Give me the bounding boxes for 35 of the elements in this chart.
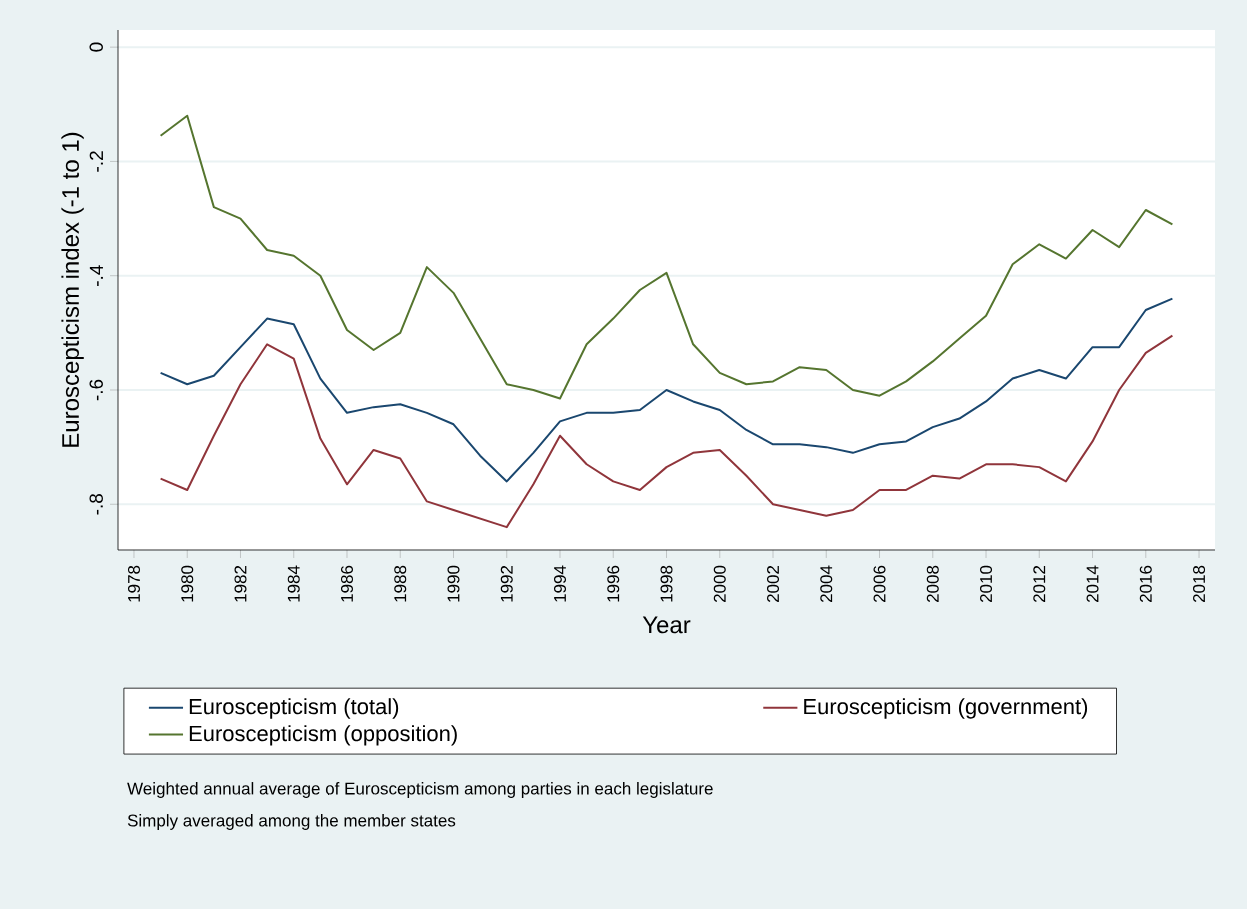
legend-label: Euroscepticism (opposition) xyxy=(189,725,457,746)
x-tick-label: 2016 xyxy=(1139,565,1152,603)
x-tick-label: 2010 xyxy=(980,565,993,603)
x-tick-label: 2008 xyxy=(926,565,939,603)
line-series xyxy=(159,297,1174,483)
x-tick-label: 1986 xyxy=(340,565,353,602)
x-tick-label: 1978 xyxy=(127,565,140,602)
y-tick-label: -.6 xyxy=(89,379,103,401)
x-tick-label: 2002 xyxy=(767,565,780,603)
x-tick-label: 1988 xyxy=(394,565,407,602)
x-tick-label: 2012 xyxy=(1033,565,1046,603)
x-tick-label: 2018 xyxy=(1193,565,1206,603)
x-tick-label: 1996 xyxy=(607,565,620,602)
x-tick-label: 2004 xyxy=(820,565,833,603)
x-tick-label: 1994 xyxy=(554,565,567,602)
y-tick-label: -.4 xyxy=(89,265,103,286)
text: Weighted annual average of Euroscepticism among parties in each legislature xyxy=(127,782,713,798)
x-tick-label: 1998 xyxy=(660,565,673,602)
text: Simply averaged among the member states xyxy=(127,814,456,830)
x-tick-label: 1982 xyxy=(234,565,247,602)
legend-label: Euroscepticism (total) xyxy=(189,698,399,719)
x-tick-label: 1992 xyxy=(500,565,513,602)
x-tick-label: 2000 xyxy=(713,565,726,603)
line-series xyxy=(159,114,1174,400)
x-tick-label: 1980 xyxy=(181,565,194,602)
x-tick-label: 1984 xyxy=(287,565,300,602)
y-axis-title: Euroscepticism index (-1 to 1) xyxy=(61,132,84,447)
y-tick-label: 0 xyxy=(89,42,103,52)
x-tick-label: 2006 xyxy=(873,565,886,603)
y-tick-label: -.2 xyxy=(89,151,103,172)
x-tick-label: 1990 xyxy=(447,565,460,602)
y-tick-label: -.8 xyxy=(89,494,103,515)
legend-label: Euroscepticism (government) xyxy=(804,698,1088,719)
x-tick-label: 2014 xyxy=(1086,565,1099,603)
x-axis-title: Year xyxy=(642,616,691,634)
